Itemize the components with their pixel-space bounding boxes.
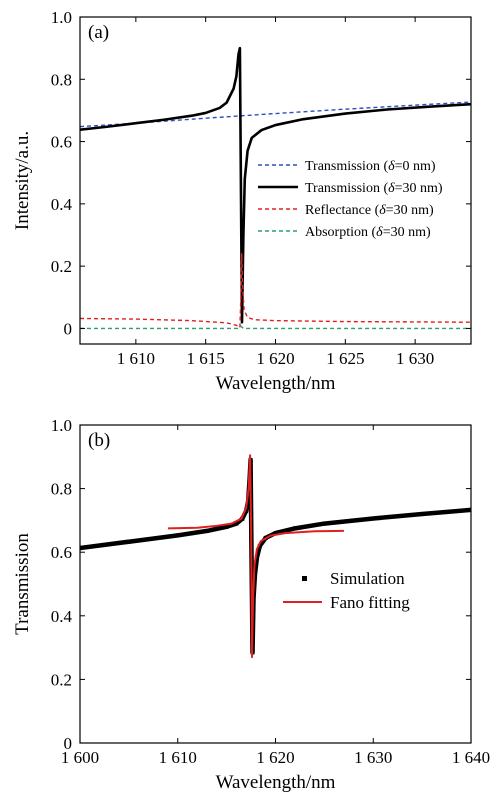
simulation-point [234, 521, 239, 526]
legend-label: Absorption (δ=30 nm) [305, 225, 431, 240]
y-tick-label: 0.6 [51, 133, 72, 152]
simulation-point [371, 516, 376, 521]
plot-area [80, 454, 471, 659]
x-tick-label: 1 620 [256, 349, 294, 368]
y-tick-label: 0.8 [51, 480, 72, 499]
simulation-point [224, 524, 229, 529]
x-tick-label: 1 620 [256, 748, 294, 767]
legend-label-delta: δ [388, 159, 395, 174]
panel-label: (b) [88, 430, 110, 451]
simulation-point [244, 508, 249, 513]
simulation-point [420, 512, 425, 517]
simulation-point [175, 533, 180, 538]
y-tick-label: 0.4 [51, 607, 73, 626]
simulation-point [293, 526, 298, 531]
simulation-point [322, 521, 327, 526]
simulation-band [80, 457, 471, 655]
legend-label: Reflectance (δ=30 nm) [305, 203, 434, 218]
legend-label-part: =0 nm) [395, 159, 436, 174]
simulation-point [246, 499, 251, 504]
legend: Transmission (δ=0 nm)Transmission (δ=30 … [258, 159, 443, 240]
series-simulation [80, 457, 471, 655]
y-tick-label: 0 [64, 734, 73, 753]
y-tick-label: 0.4 [51, 195, 73, 214]
legend-label-delta: δ [379, 203, 386, 218]
legend-label: Fano fitting [330, 593, 410, 612]
x-tick-label: 1 640 [452, 748, 490, 767]
series-fano-fitting [167, 454, 344, 659]
simulation-point [126, 539, 131, 544]
y-tick-label: 0.8 [51, 70, 72, 89]
legend: Simulation Fano fitting [283, 569, 410, 612]
y-tick-label: 0.2 [51, 670, 72, 689]
legend-label-part: Absorption ( [305, 225, 377, 240]
panel-label: (a) [88, 22, 109, 43]
legend-label-part: Transmission ( [305, 159, 388, 174]
legend-label-delta: δ [388, 181, 395, 196]
legend-label-part: Reflectance ( [305, 203, 380, 218]
x-tick-label: 1 625 [326, 349, 364, 368]
x-tick-label: 1 610 [159, 748, 197, 767]
legend-label: Transmission (δ=0 nm) [305, 159, 436, 174]
simulation-point [257, 543, 262, 548]
x-tick-label: 1 630 [354, 748, 392, 767]
x-axis-title: Wavelength/nm [216, 373, 336, 394]
simulation-point [205, 528, 210, 533]
simulation-point [469, 507, 471, 512]
legend-label: Simulation [330, 569, 405, 588]
series-absorption-30-nm [80, 325, 471, 330]
plot-frame [79, 424, 472, 744]
legend-label-part: =30 nm) [386, 203, 434, 218]
x-tick-label: 1 630 [396, 349, 434, 368]
x-tick-label: 1 610 [117, 349, 155, 368]
plot-area [80, 46, 471, 330]
simulation-point [254, 555, 259, 560]
legend-swatch-marker [302, 576, 307, 581]
legend-label-part: Transmission ( [305, 181, 388, 196]
simulation-point [273, 531, 278, 536]
series-transmission-30-nm [80, 46, 471, 324]
series-reflectance-30-nm [80, 252, 471, 329]
x-tick-label: 1 600 [61, 748, 99, 767]
legend-label-part: =30 nm) [395, 181, 443, 196]
x-tick-label: 1 615 [187, 349, 225, 368]
legend-label-part: =30 nm) [383, 225, 431, 240]
y-axis-title: Transmission [12, 533, 33, 635]
y-tick-label: 1.0 [51, 8, 72, 27]
y-tick-label: 0.6 [51, 543, 72, 562]
panel-b: 1 600 1 610 1 620 1 630 1 640 0 0.2 0.4 0.6 0.8 1.… [12, 416, 490, 793]
legend-label-delta: δ [376, 225, 383, 240]
y-tick-label: 0 [64, 319, 73, 338]
y-tick-label: 1.0 [51, 416, 72, 435]
x-axis-title: Wavelength/nm [216, 772, 336, 793]
simulation-point [80, 546, 82, 551]
y-tick-label: 0.2 [51, 257, 72, 276]
y-axis-title: Intensity/a.u. [12, 131, 33, 230]
legend-label: Transmission (δ=30 nm) [305, 181, 443, 196]
panel-a: 1 610 1 615 1 620 1 625 1 630 0 0.2 0.4 0.6 0.8 1.… [12, 8, 472, 394]
